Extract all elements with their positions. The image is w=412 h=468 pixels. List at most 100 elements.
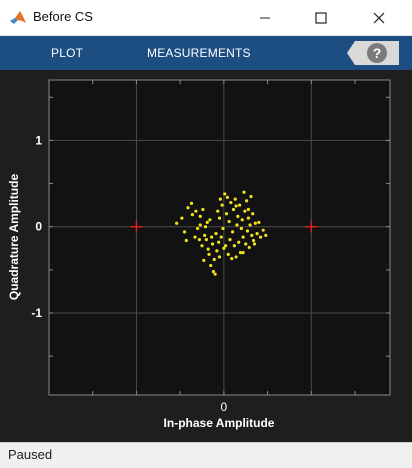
data-point xyxy=(203,225,208,229)
grid-lines xyxy=(49,80,390,395)
data-point xyxy=(214,232,218,236)
data-point xyxy=(243,209,247,213)
data-point xyxy=(246,207,250,212)
reference-marker xyxy=(305,220,318,233)
data-point xyxy=(198,223,202,227)
data-point xyxy=(250,233,254,237)
x-axis-label: In-phase Amplitude xyxy=(164,416,275,430)
data-point xyxy=(209,263,213,268)
data-point xyxy=(221,226,225,231)
data-point xyxy=(227,219,231,224)
tab-measurements[interactable]: MEASUREMENTS xyxy=(147,46,251,60)
data-point xyxy=(190,213,194,217)
data-point xyxy=(210,242,215,246)
data-point xyxy=(234,204,238,208)
data-point xyxy=(238,203,242,207)
data-point xyxy=(248,223,252,227)
data-point xyxy=(240,218,244,222)
help-icon: ? xyxy=(367,43,387,63)
data-point xyxy=(230,257,234,261)
maximize-button[interactable] xyxy=(298,0,344,35)
data-point xyxy=(229,200,233,205)
data-point xyxy=(205,220,209,224)
data-point xyxy=(228,238,232,242)
y-tick-label: 0 xyxy=(35,220,42,234)
data-point xyxy=(264,233,268,237)
data-point xyxy=(200,244,204,248)
reference-points xyxy=(130,220,318,233)
title-bar: Before CS xyxy=(0,0,412,36)
axis-ticks: 1 0 -1 0 xyxy=(31,80,390,414)
data-point xyxy=(216,209,220,213)
data-point xyxy=(238,251,243,255)
matlab-logo-icon xyxy=(10,11,26,24)
data-point xyxy=(236,214,240,218)
axes-background xyxy=(49,80,390,395)
data-point xyxy=(180,216,184,220)
data-point xyxy=(217,216,222,220)
data-point xyxy=(202,258,206,262)
constellation-chart: 1 0 -1 0 In-phase Amplitude Quadrature Ampl… xyxy=(7,79,391,430)
data-point xyxy=(241,235,245,239)
data-point xyxy=(201,207,205,212)
data-point xyxy=(261,228,265,232)
data-point xyxy=(186,206,190,210)
data-point xyxy=(219,235,223,239)
data-point xyxy=(211,269,215,274)
data-point xyxy=(234,255,238,259)
data-point xyxy=(251,212,255,216)
data-point xyxy=(182,230,187,234)
close-icon xyxy=(373,12,385,23)
data-point xyxy=(258,235,263,239)
data-point xyxy=(203,233,207,237)
status-text: Paused xyxy=(8,447,53,462)
data-point xyxy=(197,238,201,242)
minimize-button[interactable] xyxy=(242,0,288,35)
data-point xyxy=(198,214,202,218)
data-point xyxy=(253,221,257,225)
data-point xyxy=(225,195,229,199)
data-point xyxy=(255,232,259,236)
data-points xyxy=(175,190,268,276)
data-point xyxy=(246,216,250,220)
data-point xyxy=(224,212,229,216)
reference-marker xyxy=(130,220,143,233)
data-point xyxy=(189,201,194,206)
data-point xyxy=(193,235,197,239)
status-bar: Paused xyxy=(0,442,412,468)
data-point xyxy=(217,255,222,259)
data-point xyxy=(217,240,221,244)
data-point xyxy=(245,229,250,233)
data-point xyxy=(204,238,208,242)
data-point xyxy=(222,246,226,250)
tab-plot[interactable]: PLOT xyxy=(51,46,84,60)
data-point xyxy=(223,192,227,196)
data-point xyxy=(196,226,200,231)
close-button[interactable] xyxy=(356,0,402,35)
data-point xyxy=(252,242,257,246)
data-point xyxy=(231,207,236,212)
data-point xyxy=(215,249,219,253)
data-point xyxy=(210,235,214,239)
y-tick-label: 1 xyxy=(35,133,42,147)
data-point xyxy=(207,252,211,256)
x-tick-label: 0 xyxy=(221,400,228,414)
data-point xyxy=(213,272,217,276)
data-point xyxy=(218,197,222,201)
data-point xyxy=(237,240,241,244)
data-point xyxy=(245,199,249,203)
y-tick-label: -1 xyxy=(31,306,42,320)
data-point xyxy=(226,252,230,256)
data-point xyxy=(220,203,224,207)
data-point xyxy=(231,230,235,234)
data-point xyxy=(257,220,261,224)
data-point xyxy=(206,247,210,251)
axes-frame xyxy=(48,79,391,396)
data-point xyxy=(194,209,198,213)
data-point xyxy=(239,226,243,231)
data-point xyxy=(224,244,228,248)
data-point xyxy=(232,244,236,248)
window-title: Before CS xyxy=(33,9,93,24)
help-button[interactable]: ? xyxy=(347,41,399,65)
data-point xyxy=(249,194,253,199)
